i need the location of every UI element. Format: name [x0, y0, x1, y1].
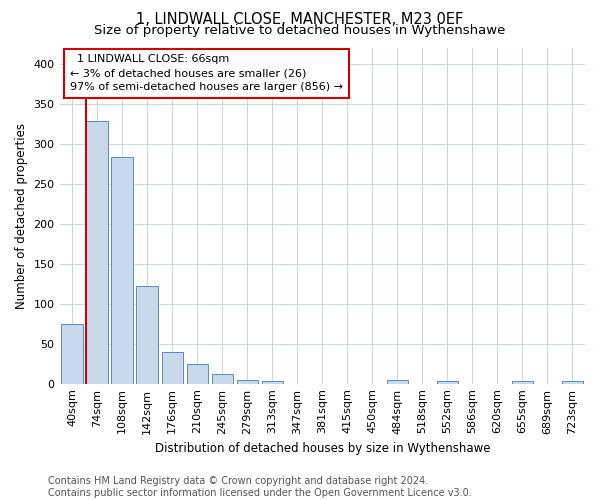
Y-axis label: Number of detached properties: Number of detached properties [15, 122, 28, 308]
Bar [86, 121, 108, 384]
Bar [562, 382, 583, 384]
Bar [236, 380, 258, 384]
Text: Contains HM Land Registry data © Crown copyright and database right 2024.
Contai: Contains HM Land Registry data © Crown c… [48, 476, 472, 498]
Bar [61, 324, 83, 384]
Bar [387, 380, 408, 384]
Bar [437, 382, 458, 384]
Text: 1 LINDWALL CLOSE: 66sqm
← 3% of detached houses are smaller (26)
97% of semi-det: 1 LINDWALL CLOSE: 66sqm ← 3% of detached… [70, 54, 343, 92]
Bar [136, 286, 158, 384]
Bar [187, 364, 208, 384]
Text: 1, LINDWALL CLOSE, MANCHESTER, M23 0EF: 1, LINDWALL CLOSE, MANCHESTER, M23 0EF [136, 12, 464, 28]
Bar [512, 382, 533, 384]
X-axis label: Distribution of detached houses by size in Wythenshawe: Distribution of detached houses by size … [155, 442, 490, 455]
Bar [112, 157, 133, 384]
Text: Size of property relative to detached houses in Wythenshawe: Size of property relative to detached ho… [94, 24, 506, 37]
Bar [262, 382, 283, 384]
Bar [212, 374, 233, 384]
Bar [161, 352, 183, 384]
